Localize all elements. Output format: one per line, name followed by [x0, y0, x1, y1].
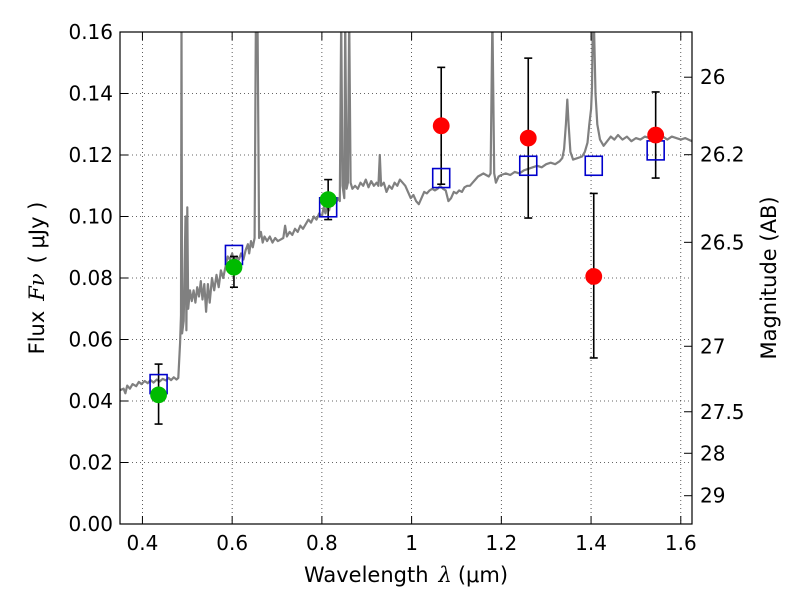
- tick-labels: 0.4 0.6 0.8 1 1.2 1.4 1.6 0.00 0.02 0.04 0.06 0.08 0…: [68, 20, 744, 555]
- markers: [149, 117, 665, 404]
- y-axis-label: FluxFν( μJy ): [25, 202, 49, 355]
- x-tick-label: 1.2: [485, 531, 517, 555]
- ticks: [120, 31, 692, 525]
- x-tick-label: 0.4: [127, 531, 159, 555]
- x-tick-label: 0.8: [306, 531, 338, 555]
- right-tick-label: 28: [700, 441, 725, 465]
- model-square-marker: [518, 155, 538, 177]
- spectrum-line: [120, 32, 692, 395]
- optical-data-point: [225, 258, 243, 276]
- y-tick-label: 0.02: [68, 451, 113, 475]
- right-tick-label: 27.5: [700, 400, 745, 424]
- optical-data-point: [319, 191, 337, 208]
- right-tick-label: 29: [700, 484, 725, 508]
- plot-area: [120, 32, 692, 524]
- y-tick-label: 0.04: [68, 389, 113, 413]
- plot-content: [120, 32, 692, 395]
- x-tick-label: 1.6: [665, 531, 697, 555]
- right-tick-label: 26.5: [700, 230, 745, 254]
- nir-data-point: [585, 268, 603, 285]
- model-square-marker: [584, 155, 604, 177]
- y-tick-label: 0.16: [68, 20, 113, 44]
- y-tick-label: 0.12: [68, 143, 113, 167]
- nir-data-point: [432, 117, 450, 135]
- optical-data-point: [150, 386, 167, 404]
- right-tick-label: 27: [700, 334, 725, 358]
- x-tick-label: 1: [405, 531, 418, 555]
- y-tick-label: 0.08: [68, 266, 113, 290]
- model-square-marker: [431, 167, 451, 189]
- nir-data-point: [519, 129, 537, 147]
- x-tick-label: 0.6: [216, 531, 248, 555]
- right-tick-label: 26.2: [700, 143, 745, 167]
- y-tick-label: 0.06: [68, 328, 113, 352]
- x-tick-label: 1.4: [575, 531, 607, 555]
- y-tick-label: 0.00: [68, 512, 113, 536]
- nir-data-point: [647, 126, 665, 144]
- right-axis-label: Magnitude (AB): [757, 196, 781, 359]
- y-tick-label: 0.14: [68, 82, 113, 106]
- x-axis-label: Wavelength λ (μm): [304, 563, 508, 587]
- y-tick-label: 0.10: [68, 205, 113, 229]
- right-tick-label: 26: [700, 65, 725, 89]
